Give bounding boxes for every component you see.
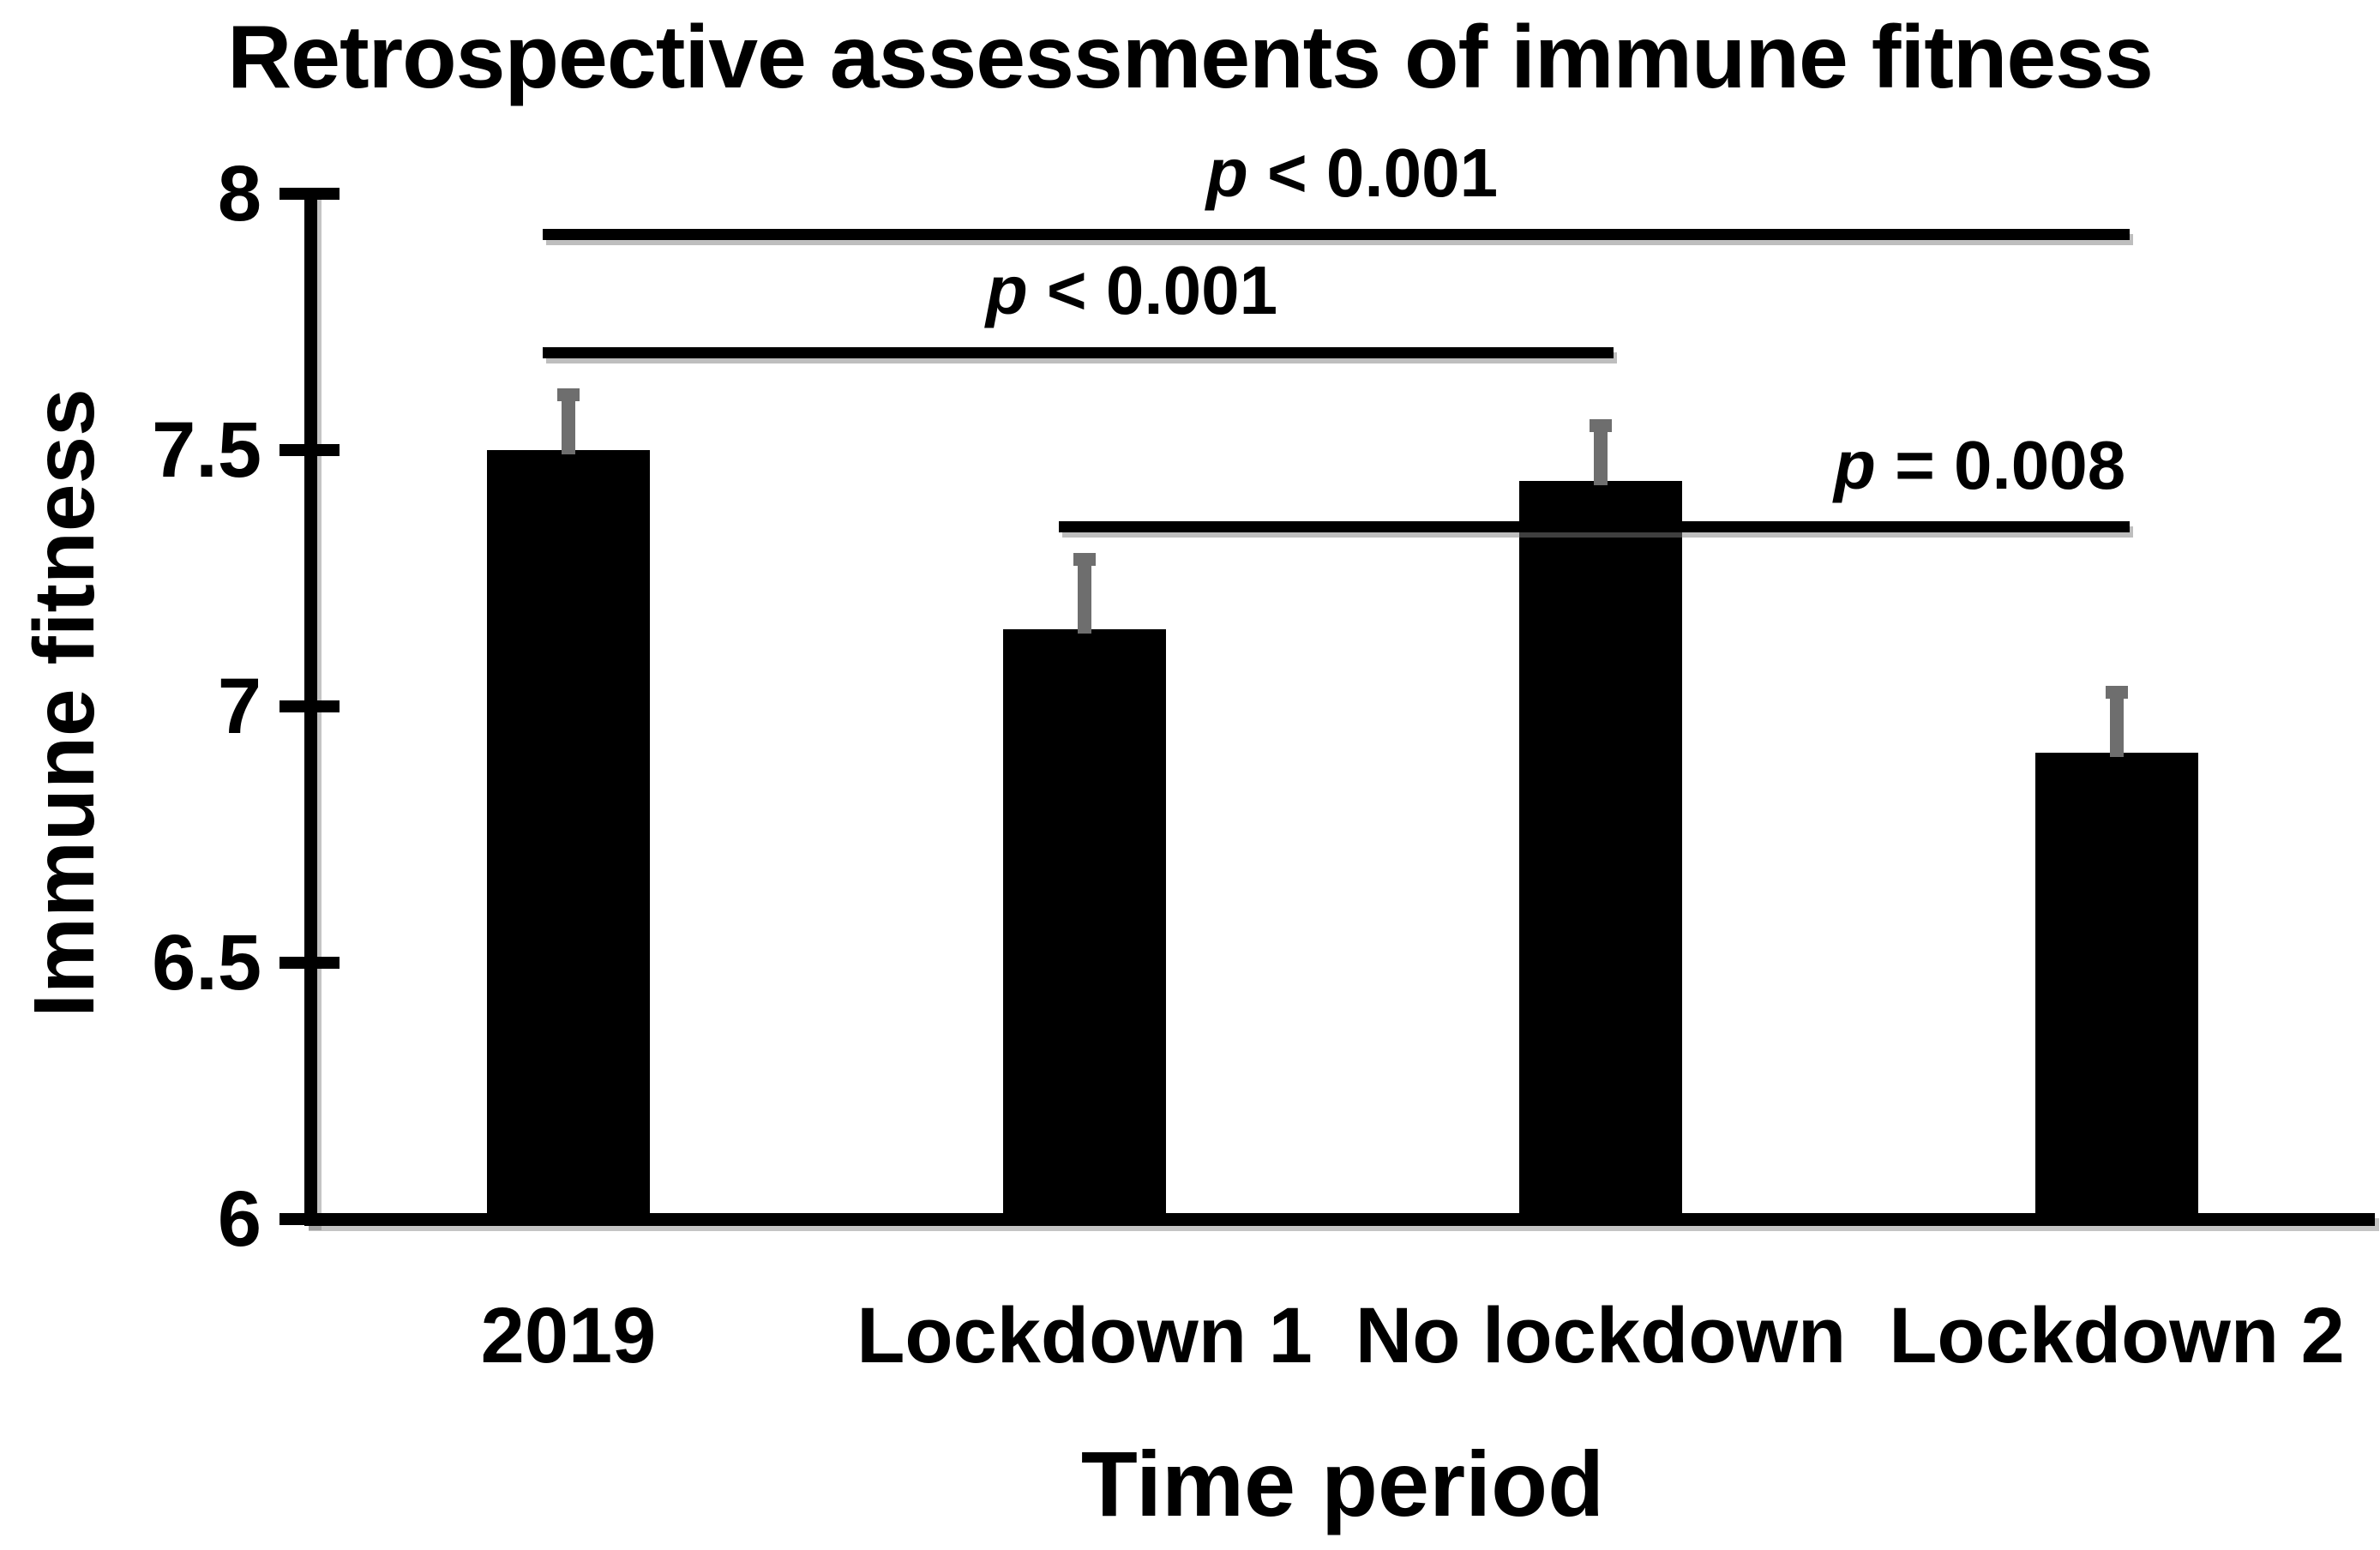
y-axis-tick [279,1213,340,1225]
sig-line [543,346,1614,358]
p-italic: p [1205,134,1248,211]
error-bar-stem [1078,561,1091,634]
error-bar-cap [1590,419,1612,433]
sig-label: p < 0.001 [1009,130,1695,216]
y-tick-label: 6.5 [152,919,261,1006]
y-axis-tick [279,700,340,712]
bar [487,450,650,1223]
p-value-text: = 0.008 [1875,426,2126,503]
y-tick-label: 7.5 [152,406,261,494]
p-value-text: < 0.001 [1027,252,1278,329]
sig-label: p < 0.001 [789,248,1475,333]
bar [1003,629,1166,1223]
error-bar-cap [557,388,580,402]
error-bar-cap [1073,552,1096,566]
chart-title: Retrospective assessments of immune fitn… [227,8,2154,107]
y-axis-tick [279,188,340,200]
x-category-label: Lockdown 1 [856,1292,1313,1379]
error-bar-stem [2110,694,2124,757]
p-italic: p [1834,426,1876,503]
y-tick-label: 8 [217,150,261,237]
error-bar-stem [1594,428,1608,485]
sig-line [543,229,2130,241]
bar [2035,752,2198,1223]
x-category-label: Lockdown 2 [1889,1292,2345,1379]
x-axis-title: Time period [1080,1432,1605,1535]
y-tick-label: 6 [217,1175,261,1263]
y-tick-label: 7 [217,663,261,750]
y-axis-tick [279,444,340,456]
p-italic: p [985,252,1028,329]
x-category-label: 2019 [480,1292,657,1379]
y-axis-tick [279,957,340,969]
bar [1519,480,1682,1223]
error-bar-stem [562,397,575,454]
x-category-label: No lockdown [1355,1292,1847,1379]
sig-label: p = 0.008 [1637,423,2323,508]
p-value-text: < 0.001 [1247,134,1499,211]
error-bar-cap [2106,686,2128,700]
sig-line [1059,521,2130,533]
x-axis-line [304,1213,2375,1226]
